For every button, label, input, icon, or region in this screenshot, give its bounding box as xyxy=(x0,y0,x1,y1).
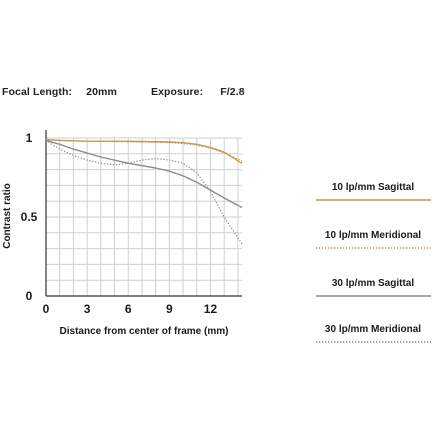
legend-label: 30 lp/mm Meridional xyxy=(325,324,421,335)
exposure-value: F/2.8 xyxy=(220,86,245,98)
legend-label: 10 lp/mm Meridional xyxy=(325,230,421,241)
series-line-1 xyxy=(45,138,243,164)
exposure-label: Exposure: xyxy=(150,86,204,98)
y-tick-label: 0.5 xyxy=(21,210,38,224)
y-tick-label: 1 xyxy=(26,131,33,145)
chart-header: Focal Length: 20mm Exposure: F/2.8 xyxy=(2,86,245,98)
chart-axes xyxy=(45,130,242,297)
chart-grid xyxy=(46,137,242,296)
chart-legend: 10 lp/mm Sagittal 10 lp/mm Meridional 30 l… xyxy=(316,182,431,343)
legend-label: 30 lp/mm Sagittal xyxy=(332,278,414,289)
y-axis-label: Contrast ratio xyxy=(2,183,13,249)
x-tick-label: 3 xyxy=(84,302,91,316)
chart-ticks: 0 3 6 9 12 0 0.5 1 xyxy=(21,131,218,316)
series-line-3 xyxy=(45,139,243,209)
x-tick-label: 12 xyxy=(204,302,218,316)
focal-length-value: 20mm xyxy=(86,86,117,98)
x-tick-label: 9 xyxy=(166,302,173,316)
x-tick-label: 0 xyxy=(43,302,50,316)
series-line-4 xyxy=(45,139,243,245)
x-tick-label: 6 xyxy=(125,302,132,316)
chart-series xyxy=(45,138,243,245)
series-line-2 xyxy=(45,139,243,162)
y-tick-label: 0 xyxy=(26,289,33,303)
legend-label: 10 lp/mm Sagittal xyxy=(332,182,414,193)
x-axis-label: Distance from center of frame (mm) xyxy=(60,326,229,337)
focal-length-label: Focal Length: xyxy=(2,86,73,98)
